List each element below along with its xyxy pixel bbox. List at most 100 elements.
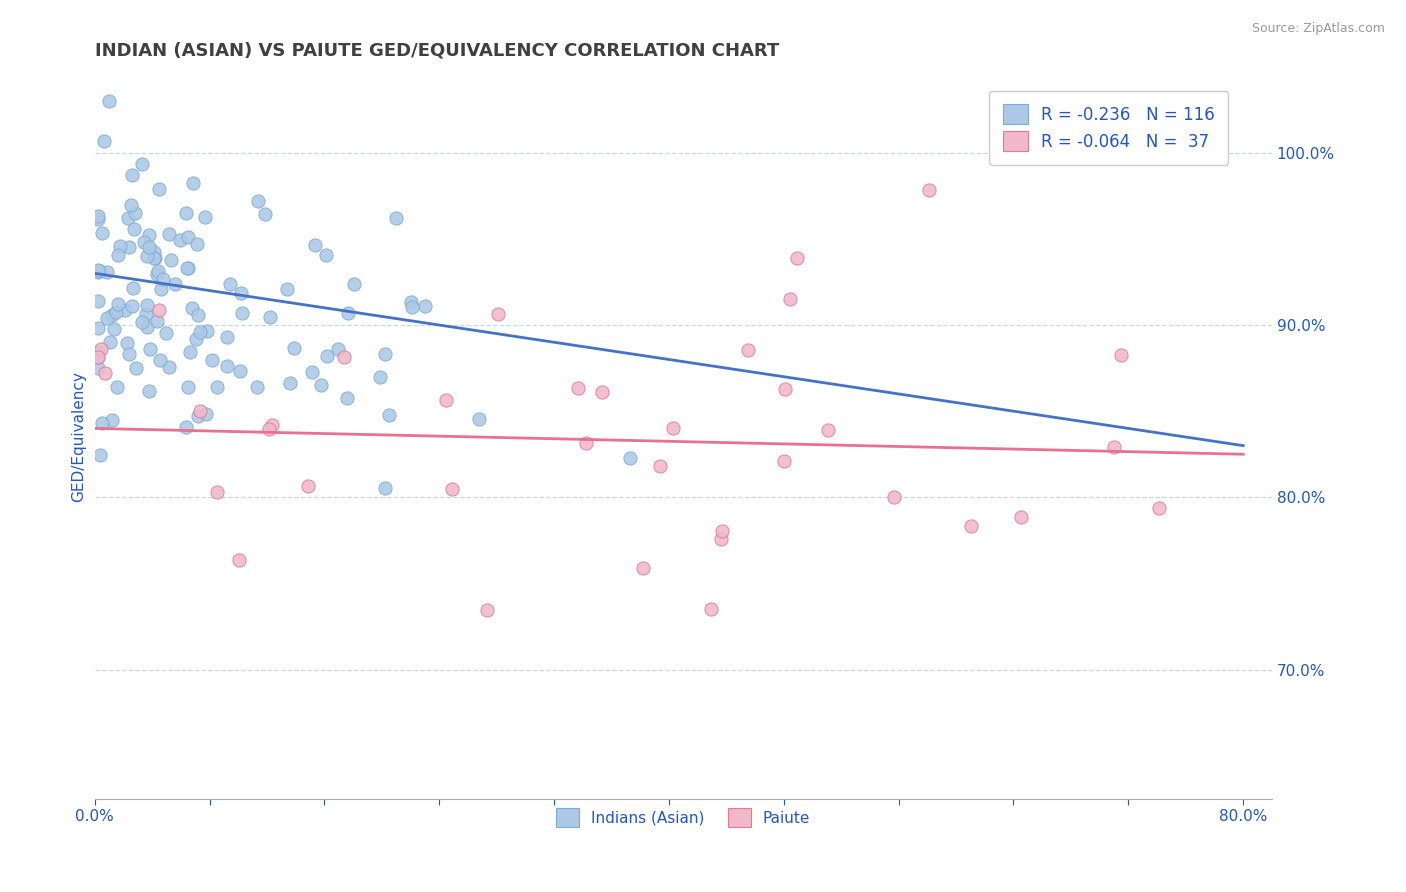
Point (710, 524, 733, 538)
Point (157, 359, 180, 374)
Point (276, 282, 298, 296)
Point (146, 263, 169, 277)
Point (139, 342, 162, 356)
Point (124, 361, 146, 376)
Point (1109, 348, 1132, 362)
Point (152, 272, 174, 286)
Point (138, 228, 160, 243)
Point (195, 407, 218, 421)
Point (90, 343, 112, 357)
Point (114, 303, 136, 318)
Point (174, 206, 197, 220)
Point (180, 301, 202, 315)
Point (219, 277, 242, 291)
Point (89, 264, 111, 278)
Point (337, 306, 360, 320)
Point (378, 409, 401, 423)
Point (413, 299, 436, 313)
Point (96, 265, 118, 279)
Point (136, 298, 159, 312)
Point (86, 350, 108, 364)
Point (710, 533, 733, 547)
Point (186, 236, 208, 251)
Point (179, 345, 201, 359)
Point (786, 251, 808, 265)
Point (86, 360, 108, 375)
Point (304, 238, 326, 252)
Point (89, 448, 111, 462)
Point (143, 251, 166, 265)
Point (186, 332, 208, 346)
Point (87, 265, 110, 279)
Point (91, 227, 114, 241)
Point (297, 479, 319, 493)
Point (108, 238, 131, 252)
Point (132, 235, 155, 249)
Y-axis label: GED/Equivalency: GED/Equivalency (72, 372, 86, 502)
Point (188, 325, 211, 339)
Point (591, 385, 613, 400)
Point (737, 343, 759, 357)
Point (205, 484, 228, 499)
Point (817, 423, 839, 437)
Point (98, 335, 121, 350)
Point (1147, 501, 1170, 516)
Point (93, 135, 115, 149)
Point (107, 248, 129, 262)
Point (117, 211, 139, 226)
Point (86, 263, 108, 277)
Point (283, 341, 305, 355)
Point (160, 253, 183, 268)
Point (150, 282, 173, 296)
Point (1010, 510, 1032, 524)
Point (121, 299, 143, 313)
Point (315, 349, 337, 363)
Point (229, 364, 252, 378)
Point (107, 297, 129, 311)
Point (434, 393, 457, 408)
Point (135, 307, 157, 321)
Point (91, 416, 114, 430)
Point (86, 209, 108, 223)
Point (332, 350, 354, 364)
Point (138, 384, 160, 398)
Point (98, 94, 121, 108)
Point (486, 307, 509, 321)
Point (146, 314, 169, 328)
Point (385, 211, 408, 225)
Point (201, 353, 224, 368)
Point (328, 342, 350, 356)
Point (477, 603, 499, 617)
Point (187, 308, 209, 322)
Point (176, 260, 198, 275)
Point (174, 420, 197, 434)
Point (118, 240, 141, 254)
Point (138, 239, 160, 253)
Point (700, 602, 723, 616)
Point (231, 285, 253, 300)
Point (86, 351, 108, 365)
Point (96, 311, 118, 326)
Point (246, 380, 269, 394)
Point (176, 229, 198, 244)
Text: Source: ZipAtlas.com: Source: ZipAtlas.com (1251, 22, 1385, 36)
Point (309, 378, 332, 392)
Point (131, 315, 153, 329)
Point (1102, 440, 1125, 454)
Point (205, 379, 228, 393)
Point (661, 420, 683, 434)
Point (633, 561, 655, 575)
Point (135, 249, 157, 263)
Point (165, 277, 187, 292)
Point (87, 211, 110, 226)
Point (103, 322, 125, 336)
Point (883, 490, 905, 504)
Point (773, 382, 796, 396)
Point (374, 482, 396, 496)
Point (136, 320, 159, 334)
Point (86, 320, 108, 334)
Point (124, 206, 146, 220)
Point (401, 300, 423, 314)
Point (148, 182, 170, 196)
Point (440, 482, 463, 496)
